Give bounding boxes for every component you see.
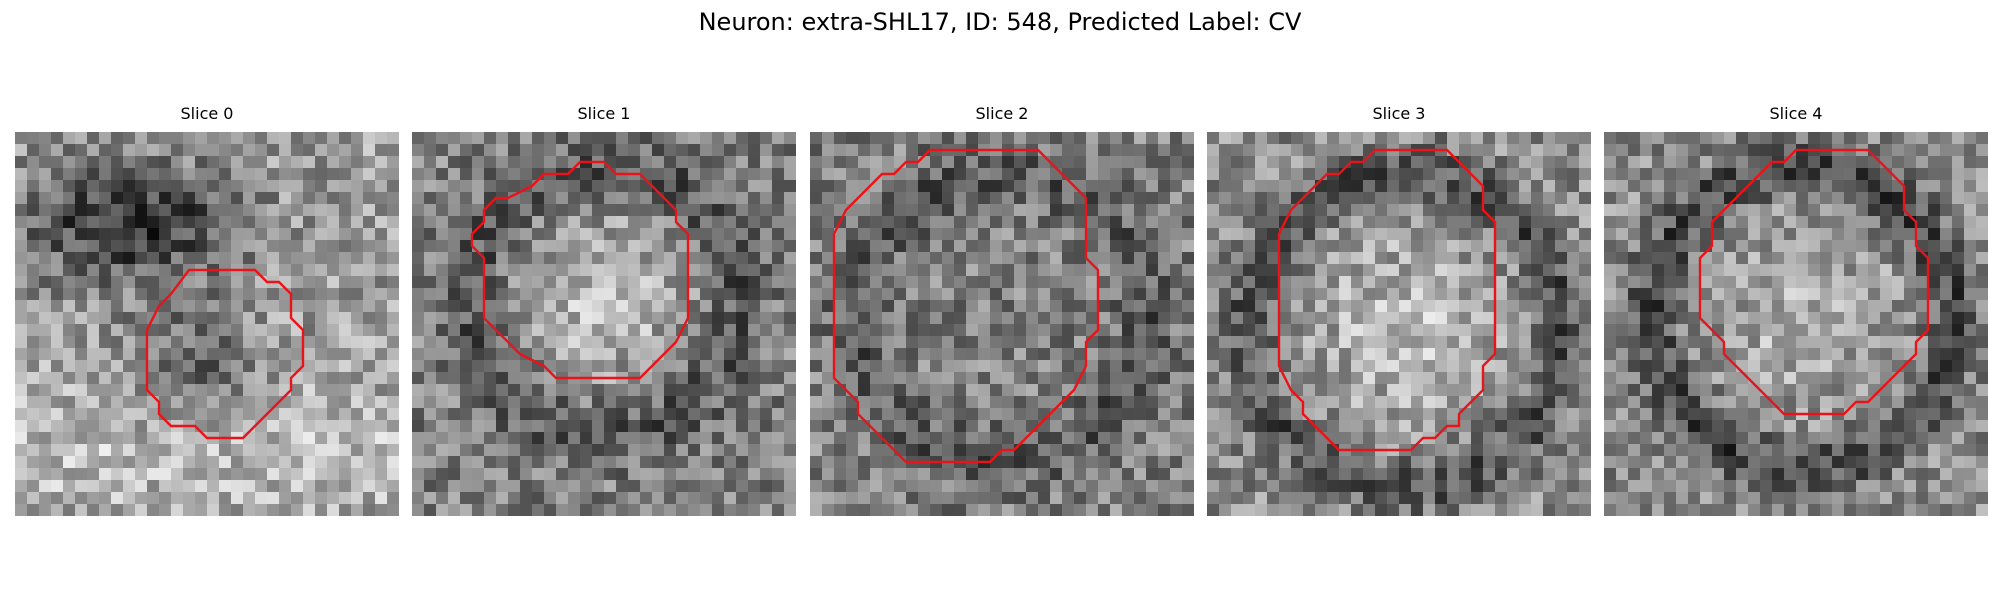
roi-outline-0: [145, 268, 305, 440]
slice-title-1: Slice 1: [577, 104, 631, 123]
roi-outline-2: [832, 148, 1100, 464]
pixel-grid-3: [1207, 132, 1591, 516]
slice-image-0: [15, 132, 399, 516]
slice-title-4: Slice 4: [1769, 104, 1823, 123]
slice-title-3: Slice 3: [1372, 104, 1426, 123]
figure-title: Neuron: extra-SHL17, ID: 548, Predicted …: [698, 8, 1302, 36]
pixel-grid-4: [1604, 132, 1988, 516]
slice-image-3: [1207, 132, 1591, 516]
roi-outline-3: [1277, 148, 1497, 452]
slice-image-4: [1604, 132, 1988, 516]
slice-title-2: Slice 2: [975, 104, 1029, 123]
roi-outline-4: [1698, 148, 1930, 416]
roi-outline-1: [470, 160, 690, 380]
slice-title-0: Slice 0: [180, 104, 234, 123]
pixel-grid-2: [810, 132, 1194, 516]
pixel-grid-0: [15, 132, 399, 516]
slice-image-2: [810, 132, 1194, 516]
pixel-grid-1: [412, 132, 796, 516]
slice-image-1: [412, 132, 796, 516]
